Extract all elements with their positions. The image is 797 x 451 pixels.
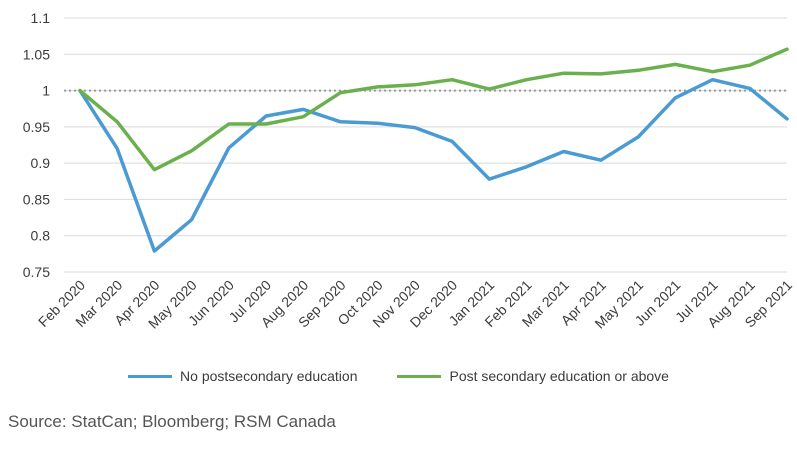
legend-swatch-post-secondary (397, 374, 442, 378)
legend-item-post-secondary: Post secondary education or above (397, 368, 669, 384)
legend-item-no-postsecondary: No postsecondary education (128, 368, 357, 384)
y-tick-label: 0.9 (31, 155, 51, 171)
legend-label-no-postsecondary: No postsecondary education (180, 368, 358, 384)
y-tick-label: 0.85 (23, 191, 50, 207)
source-note: Source: StatCan; Bloomberg; RSM Canada (8, 412, 336, 431)
legend-swatch-no-postsecondary (128, 374, 173, 378)
y-tick-label: 0.8 (31, 228, 51, 244)
series-line-post-secondary (78, 47, 789, 172)
y-tick-label: 1.1 (31, 10, 51, 26)
legend: No postsecondary education Post secondar… (0, 368, 797, 384)
y-tick-label: 1 (42, 83, 50, 99)
y-tick-label: 0.75 (23, 264, 50, 280)
series-line-no-postsecondary (78, 77, 789, 253)
series-lines (78, 47, 789, 253)
legend-label-post-secondary: Post secondary education or above (449, 368, 669, 384)
y-tick-label: 0.95 (23, 119, 50, 135)
y-axis-ticks: 0.75 0.8 0.85 0.9 0.95 1 1.05 1.1 (23, 10, 50, 280)
y-tick-label: 1.05 (23, 46, 50, 62)
